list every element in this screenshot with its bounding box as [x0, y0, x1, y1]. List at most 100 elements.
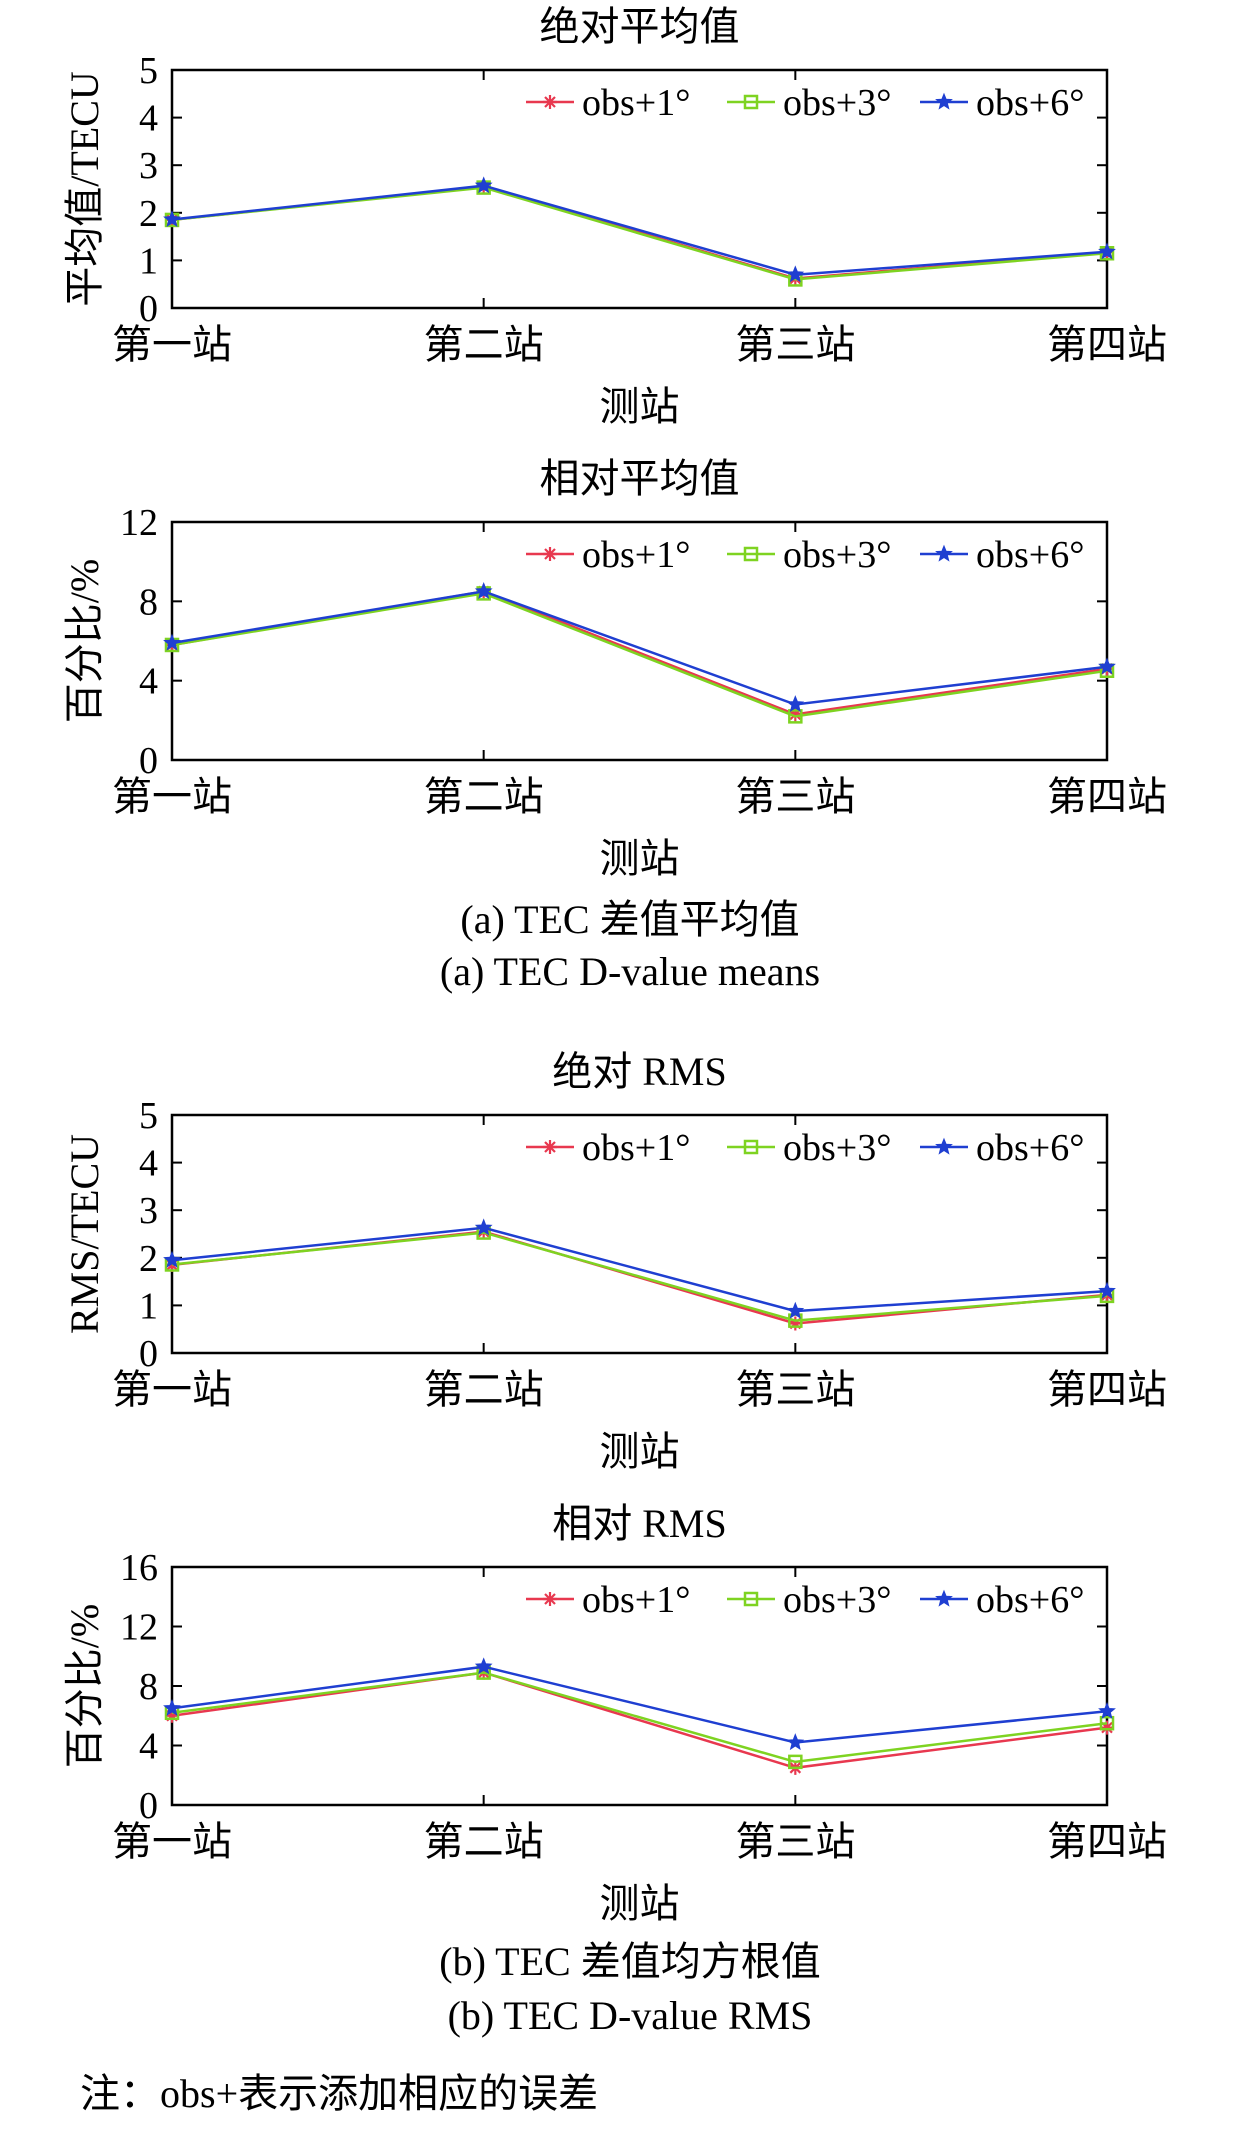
y-tick-label: 2 [139, 1238, 158, 1280]
series-3 [163, 176, 1116, 283]
data-point [788, 1316, 803, 1331]
y-tick-label: 12 [120, 502, 158, 544]
y-tick-label: 4 [139, 661, 158, 703]
y-tick-label: 4 [139, 1726, 158, 1768]
legend: obs+1° obs+3° obs+6° [526, 534, 1084, 576]
chart-title: 相对 RMS [552, 1501, 727, 1546]
data-point [1099, 1715, 1115, 1731]
caption-a-english: (a) TEC D-value means [439, 949, 821, 994]
legend-marker [935, 1137, 953, 1155]
series-line [171, 1231, 1108, 1322]
caption-b-chinese: (b) TEC 差值均方根值 [439, 1939, 821, 1984]
y-tick-label: 3 [139, 1190, 158, 1232]
x-tick-label: 第二站 [424, 322, 544, 367]
data-point [786, 1301, 805, 1319]
chart-title: 相对平均值 [540, 456, 740, 501]
series-line [171, 184, 1108, 276]
series-line [171, 592, 1108, 718]
y-axis-label: 百分比/% [62, 559, 107, 723]
legend-marker [743, 1591, 759, 1607]
legend: obs+1° obs+3° obs+6° [526, 1579, 1084, 1621]
data-point [788, 1754, 803, 1770]
legend-label: obs+6° [976, 534, 1084, 576]
x-tick-label: 第四站 [1047, 1367, 1167, 1412]
legend-label: obs+3° [783, 82, 891, 124]
x-axis-label: 测站 [600, 1429, 680, 1474]
x-tick-label: 第一站 [112, 322, 232, 367]
x-axis-label: 测站 [600, 1881, 680, 1926]
data-point [786, 265, 805, 283]
y-tick-label: 0 [139, 740, 158, 782]
series-2 [164, 586, 1115, 724]
series-1 [165, 584, 1114, 722]
plot-frame [170, 1113, 1109, 1355]
x-tick-label: 第四站 [1047, 322, 1167, 367]
y-tick-label: 2 [139, 193, 158, 235]
y-axis-label: 百分比/% [62, 1604, 107, 1768]
legend-marker [543, 95, 557, 109]
x-tick-label: 第二站 [424, 774, 544, 819]
y-tick-label: 5 [139, 50, 158, 92]
x-axis-label: 测站 [600, 836, 680, 881]
series-2 [164, 1665, 1115, 1770]
legend-label: obs+3° [783, 1579, 891, 1621]
absolute-mean-chart: 绝对平均值 平均值/TECU 测站 0 1 2 3 4 5 第一站 第二站 第三站 第四站 obs+1° o… [0, 0, 1260, 450]
y-tick-label: 0 [139, 288, 158, 330]
data-point [163, 210, 181, 227]
data-point [163, 1698, 181, 1716]
x-tick-label: 第三站 [735, 1819, 855, 1864]
data-point [163, 1250, 181, 1268]
legend-marker [935, 92, 953, 110]
legend-label: obs+1° [582, 1579, 690, 1621]
y-axis-label: 平均值/TECU [62, 71, 107, 307]
x-tick-label: 第一站 [112, 774, 232, 819]
legend-label: obs+3° [783, 534, 891, 576]
data-point [163, 633, 181, 651]
legend: obs+1° obs+3° obs+6° [526, 1127, 1084, 1169]
series-line [171, 1671, 1108, 1764]
legend-marker [543, 547, 557, 561]
data-point [786, 695, 805, 712]
y-tick-label: 0 [139, 1785, 158, 1827]
legend-marker [743, 546, 759, 562]
data-point [474, 582, 493, 600]
data-point [165, 1257, 179, 1272]
legend-label: obs+3° [783, 1127, 891, 1169]
legend-marker [935, 1589, 953, 1607]
y-tick-label: 1 [139, 1285, 158, 1327]
x-tick-label: 第二站 [424, 1367, 544, 1412]
legend-marker [543, 1140, 557, 1154]
series-2 [164, 1225, 1115, 1328]
series-line [171, 1671, 1108, 1770]
series-1 [165, 1665, 1114, 1775]
x-tick-label: 第二站 [424, 1819, 544, 1864]
y-tick-label: 16 [120, 1547, 158, 1589]
y-tick-label: 0 [139, 1333, 158, 1375]
data-point [788, 707, 803, 722]
y-tick-label: 4 [139, 1143, 158, 1185]
legend-label: obs+6° [976, 82, 1084, 124]
y-tick-label: 3 [139, 145, 158, 187]
data-point [788, 709, 803, 724]
data-point [474, 1657, 493, 1675]
relative-mean-chart: 相对平均值 百分比/% 测站 0 4 8 12 第一站 第二站 第三站 第四站 obs+1° obs+3… [0, 452, 1260, 902]
data-point [1098, 242, 1116, 260]
footnote: 注：obs+表示添加相应的误差 [80, 2071, 599, 2116]
x-tick-label: 第三站 [735, 322, 855, 367]
plot-frame [170, 68, 1109, 310]
x-tick-label: 第三站 [735, 774, 855, 819]
x-tick-label: 第四站 [1047, 1819, 1167, 1864]
data-point [165, 1708, 179, 1723]
legend-marker [543, 1592, 557, 1606]
series-line [171, 590, 1108, 706]
data-point [1098, 657, 1116, 675]
legend-marker [743, 1139, 759, 1155]
y-tick-label: 12 [120, 1607, 158, 1649]
legend-label: obs+6° [976, 1579, 1084, 1621]
chart-title: 绝对平均值 [540, 4, 740, 49]
series-line [171, 590, 1108, 716]
legend-marker [743, 94, 759, 110]
